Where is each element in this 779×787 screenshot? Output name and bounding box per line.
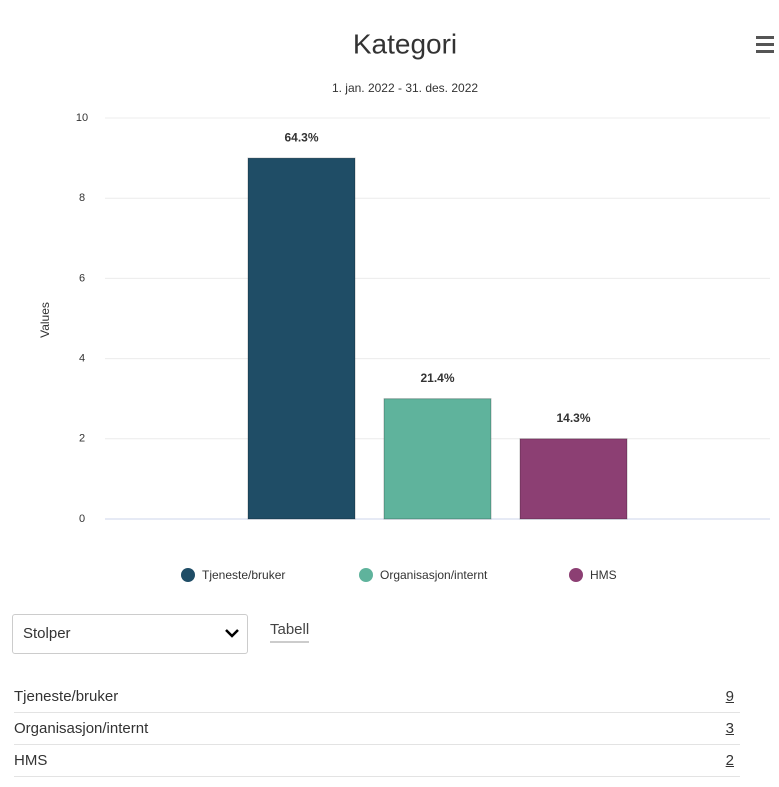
- row-label: HMS: [14, 752, 48, 769]
- y-tick-label: 4: [79, 353, 85, 365]
- row-value[interactable]: 9: [725, 688, 734, 705]
- legend-marker: [181, 568, 195, 582]
- table-row: Organisasjon/internt 3: [14, 713, 740, 745]
- chart-title: Kategori: [353, 28, 457, 59]
- table-row: HMS 2: [14, 745, 740, 777]
- legend-marker: [569, 568, 583, 582]
- y-axis-label: Values: [38, 302, 52, 338]
- table-row: Tjeneste/bruker 9: [14, 681, 740, 713]
- legend-label: Tjeneste/bruker: [202, 568, 285, 582]
- data-label: 64.3%: [284, 130, 318, 144]
- data-label: 14.3%: [556, 411, 590, 425]
- chart: Kategori 1. jan. 2022 - 31. des. 2022 Va…: [38, 28, 774, 582]
- bar: [519, 438, 628, 520]
- chevron: [225, 629, 239, 638]
- y-tick-label: 6: [79, 272, 85, 284]
- y-tick-label: 8: [79, 192, 85, 204]
- row-label: Organisasjon/internt: [14, 720, 149, 737]
- chart-type-select[interactable]: Stolper: [12, 614, 248, 654]
- legend-label: HMS: [590, 568, 617, 582]
- row-value[interactable]: 3: [725, 720, 734, 737]
- data-label: 21.4%: [420, 371, 454, 385]
- y-tick-label: 10: [76, 112, 88, 124]
- y-tick-label: 0: [79, 513, 85, 525]
- legend-label: Organisasjon/internt: [380, 568, 488, 582]
- legend-marker: [359, 568, 373, 582]
- chart-subtitle: 1. jan. 2022 - 31. des. 2022: [332, 81, 478, 95]
- bar: [247, 157, 356, 520]
- y-tick-label: 2: [79, 433, 85, 445]
- row-value[interactable]: 2: [725, 752, 734, 769]
- row-label: Tjeneste/bruker: [14, 688, 119, 705]
- menu-icon[interactable]: [756, 36, 774, 53]
- table-link[interactable]: Tabell: [270, 621, 310, 643]
- select-text: Stolper: [23, 625, 71, 642]
- bar: [383, 398, 492, 520]
